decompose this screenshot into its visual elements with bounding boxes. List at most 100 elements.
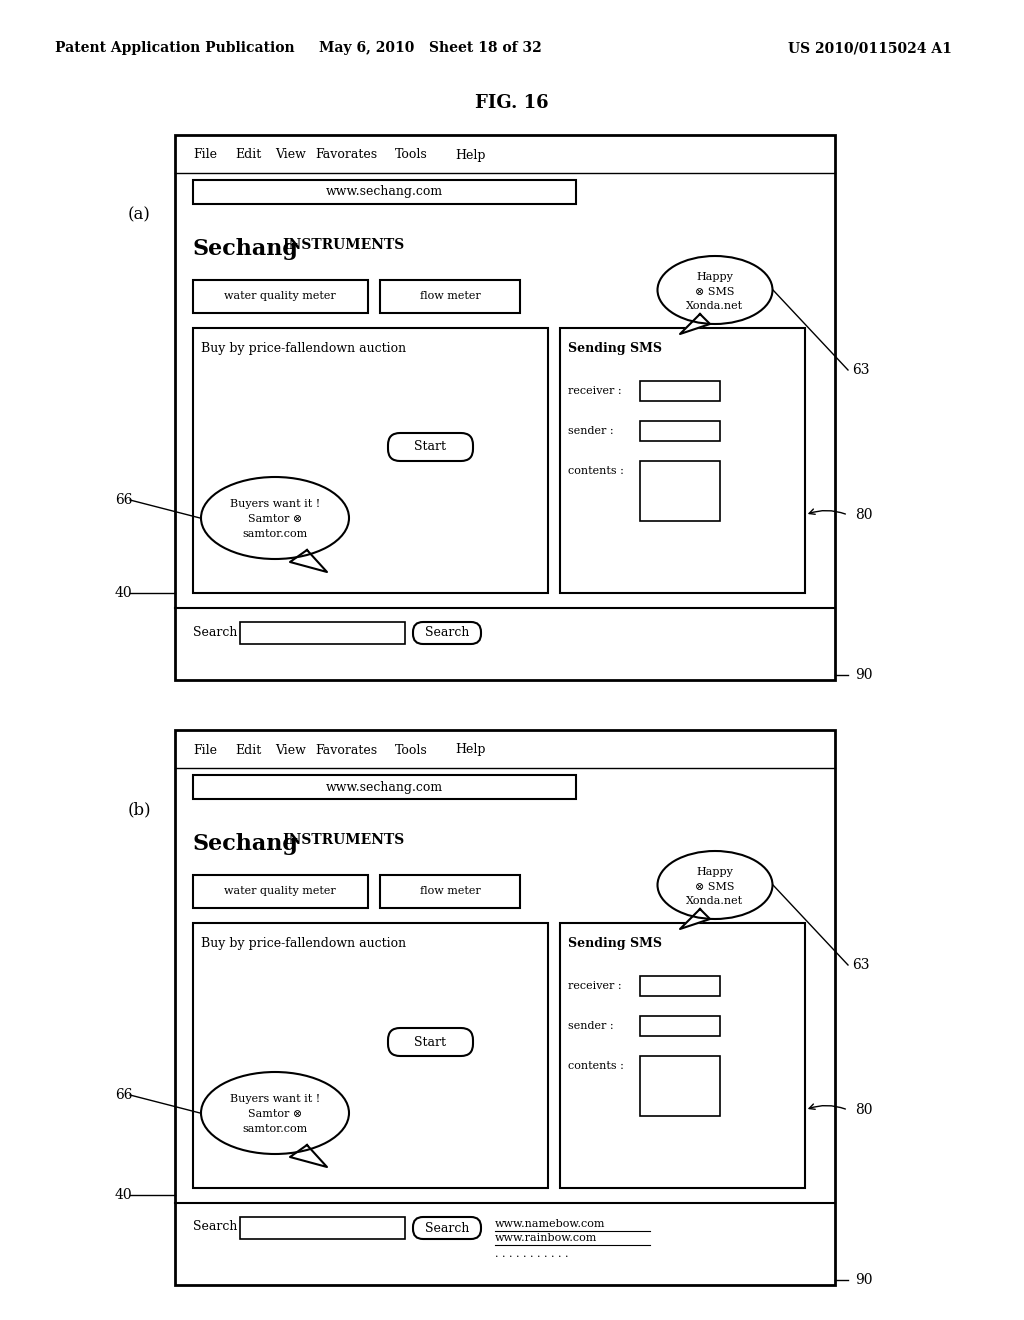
Text: Sechang: Sechang	[193, 238, 299, 260]
Text: 66: 66	[115, 1088, 132, 1102]
Text: (a): (a)	[128, 206, 151, 223]
Text: Help: Help	[455, 743, 485, 756]
Text: flow meter: flow meter	[420, 290, 480, 301]
Text: File: File	[193, 149, 217, 161]
Bar	[240, 1217, 406, 1239]
Text: Search: Search	[193, 626, 238, 639]
Text: File: File	[193, 743, 217, 756]
Text: sender :: sender :	[568, 426, 613, 436]
Text: 40: 40	[115, 586, 133, 601]
Bar	[193, 280, 368, 313]
Text: Start: Start	[414, 441, 446, 454]
Text: 63: 63	[852, 958, 869, 972]
Text: Buy by price-fallendown auction: Buy by price-fallendown auction	[201, 342, 407, 355]
Text: www.sechang.com: www.sechang.com	[326, 780, 443, 793]
FancyBboxPatch shape	[388, 433, 473, 461]
Text: flow meter: flow meter	[420, 886, 480, 896]
Text: Xonda.net: Xonda.net	[686, 301, 743, 312]
Text: ⊗ SMS: ⊗ SMS	[695, 286, 735, 297]
Text: Samtor ⊗: Samtor ⊗	[248, 513, 302, 524]
Text: Favorates: Favorates	[315, 743, 377, 756]
Bar	[193, 180, 575, 205]
Bar	[640, 1016, 720, 1036]
Text: Search: Search	[425, 627, 469, 639]
Bar	[640, 421, 720, 441]
Text: receiver :: receiver :	[568, 981, 622, 991]
Ellipse shape	[201, 477, 349, 558]
Text: (b): (b)	[128, 801, 152, 818]
Text: Samtor ⊗: Samtor ⊗	[248, 1109, 302, 1119]
Text: INSTRUMENTS: INSTRUMENTS	[282, 238, 404, 252]
Bar	[175, 135, 835, 680]
Text: Help: Help	[455, 149, 485, 161]
Text: 90: 90	[855, 1272, 872, 1287]
Text: INSTRUMENTS: INSTRUMENTS	[282, 833, 404, 847]
Text: Happy: Happy	[696, 272, 733, 282]
Text: contents :: contents :	[568, 1061, 624, 1071]
Text: 80: 80	[855, 508, 872, 521]
Text: Edit: Edit	[234, 743, 261, 756]
Text: ⊗ SMS: ⊗ SMS	[695, 882, 735, 892]
Text: Tools: Tools	[395, 743, 428, 756]
Bar	[240, 622, 406, 644]
Text: Sending SMS: Sending SMS	[568, 937, 662, 950]
Bar	[640, 975, 720, 997]
Text: Tools: Tools	[395, 149, 428, 161]
Bar	[175, 730, 835, 1284]
FancyBboxPatch shape	[413, 1217, 481, 1239]
Text: May 6, 2010   Sheet 18 of 32: May 6, 2010 Sheet 18 of 32	[318, 41, 542, 55]
Bar	[380, 875, 520, 908]
Text: www.sechang.com: www.sechang.com	[326, 186, 443, 198]
Text: Xonda.net: Xonda.net	[686, 896, 743, 906]
Polygon shape	[680, 909, 710, 929]
Bar	[193, 923, 548, 1188]
FancyBboxPatch shape	[413, 622, 481, 644]
Ellipse shape	[657, 851, 772, 919]
Text: Buyers want it !: Buyers want it !	[229, 1094, 321, 1104]
Text: Sechang: Sechang	[193, 833, 299, 855]
Text: www.rainbow.com: www.rainbow.com	[495, 1233, 597, 1243]
Bar	[193, 327, 548, 593]
Bar	[640, 461, 720, 521]
Text: samtor.com: samtor.com	[243, 1125, 307, 1134]
Text: US 2010/0115024 A1: US 2010/0115024 A1	[788, 41, 952, 55]
Polygon shape	[680, 314, 710, 334]
Ellipse shape	[657, 256, 772, 323]
Bar	[560, 327, 805, 593]
Text: water quality meter: water quality meter	[224, 290, 336, 301]
Text: View: View	[275, 149, 306, 161]
Text: www.namebow.com: www.namebow.com	[495, 1218, 605, 1229]
Bar	[640, 1056, 720, 1115]
Text: Sending SMS: Sending SMS	[568, 342, 662, 355]
Text: Edit: Edit	[234, 149, 261, 161]
Text: Happy: Happy	[696, 867, 733, 876]
Text: receiver :: receiver :	[568, 385, 622, 396]
Text: 63: 63	[852, 363, 869, 378]
Text: contents :: contents :	[568, 466, 624, 477]
Text: water quality meter: water quality meter	[224, 886, 336, 896]
Text: samtor.com: samtor.com	[243, 529, 307, 539]
Text: 40: 40	[115, 1188, 133, 1203]
Polygon shape	[290, 550, 327, 572]
Ellipse shape	[201, 1072, 349, 1154]
Text: Patent Application Publication: Patent Application Publication	[55, 41, 295, 55]
Text: sender :: sender :	[568, 1020, 613, 1031]
Text: Search: Search	[425, 1221, 469, 1234]
Text: Favorates: Favorates	[315, 149, 377, 161]
Polygon shape	[290, 1144, 327, 1167]
Text: Buyers want it !: Buyers want it !	[229, 499, 321, 510]
Bar	[560, 923, 805, 1188]
Text: Search: Search	[193, 1221, 238, 1233]
Text: View: View	[275, 743, 306, 756]
Text: Start: Start	[414, 1035, 446, 1048]
FancyBboxPatch shape	[388, 1028, 473, 1056]
Text: 90: 90	[855, 668, 872, 682]
Text: 80: 80	[855, 1104, 872, 1117]
Text: FIG. 16: FIG. 16	[475, 94, 549, 112]
Bar	[193, 875, 368, 908]
Text: 66: 66	[115, 492, 132, 507]
Bar	[380, 280, 520, 313]
Text: Buy by price-fallendown auction: Buy by price-fallendown auction	[201, 937, 407, 950]
Bar	[193, 775, 575, 799]
Text: . . . . . . . . . . .: . . . . . . . . . . .	[495, 1249, 568, 1259]
